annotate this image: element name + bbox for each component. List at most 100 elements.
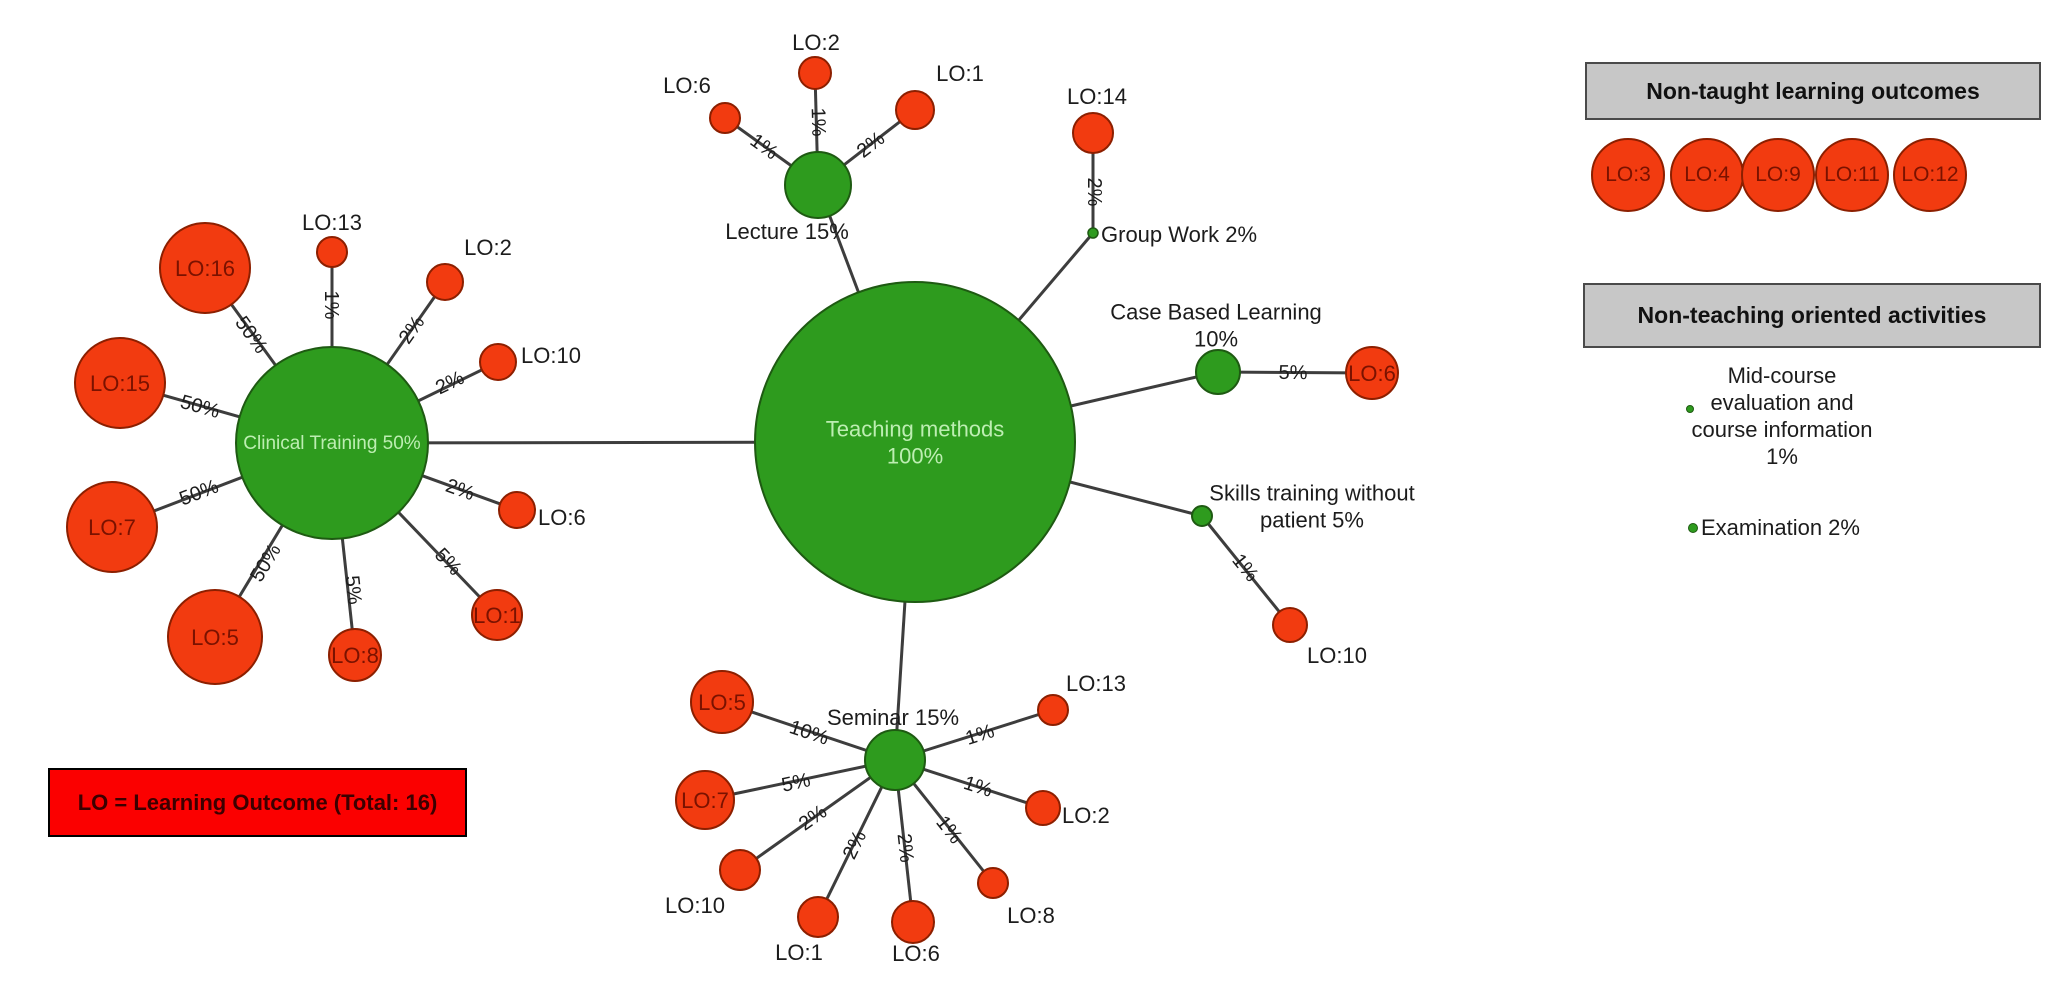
legend-activities-title: Non-teaching oriented activities xyxy=(1637,302,1987,328)
node-lec_lo6 xyxy=(709,102,741,134)
node-label-cl_lo16: LO:16 xyxy=(175,256,235,281)
node-label-cl_lo15: LO:15 xyxy=(90,371,150,396)
activity-dot-0 xyxy=(1686,405,1694,413)
node-lo14 xyxy=(1072,112,1114,154)
edge-label-lecture-lec_lo2: 1% xyxy=(807,107,830,137)
node-cl_lo16 xyxy=(159,222,251,314)
node-label-seminar: Seminar 15% xyxy=(827,705,959,730)
node-cl_lo1 xyxy=(471,589,523,641)
node-label-case_lo6: LO:6 xyxy=(1348,361,1396,386)
node-teaching xyxy=(754,281,1076,603)
node-label-lecture: Lecture 15% xyxy=(725,219,849,244)
node-label-lec_lo6: LO:6 xyxy=(663,73,711,98)
edge-label-clinical-cl_lo8: 5% xyxy=(341,574,366,605)
node-label-lo14: LO:14 xyxy=(1067,84,1127,109)
edge-label-clinical-cl_lo5: 50% xyxy=(246,540,286,586)
node-casebased xyxy=(1195,349,1241,395)
note-text: LO = Learning Outcome (Total: 16) xyxy=(77,789,438,815)
node-label-skills_lo10: LO:10 xyxy=(1307,643,1367,668)
node-cl_lo5 xyxy=(167,589,263,685)
node-label-skills: Skills training without patient 5% xyxy=(1209,480,1414,532)
node-clinical xyxy=(235,346,429,540)
node-sem_lo6 xyxy=(891,900,935,944)
edge-label-clinical-cl_lo6: 2% xyxy=(443,475,478,506)
node-lec_lo1 xyxy=(895,90,935,130)
node-label-cl_lo8: LO:8 xyxy=(331,643,379,668)
node-lec_lo2 xyxy=(798,56,832,90)
node-sem_lo7 xyxy=(675,770,735,830)
node-label-sem_lo7: LO:7 xyxy=(681,788,729,813)
legend-non-taught-box: Non-taught learning outcomes xyxy=(1585,62,2041,120)
edge-seminar-sem_lo7 xyxy=(704,758,896,802)
legend-activities-box: Non-teaching oriented activities xyxy=(1583,283,2041,348)
node-label-cl_lo6: LO:6 xyxy=(538,505,586,530)
edge-label-clinical-cl_lo13: 1% xyxy=(320,291,342,320)
node-label-lec_lo1: LO:1 xyxy=(936,61,984,86)
node-label-cl_lo13: LO:13 xyxy=(302,210,362,235)
node-label-cl_lo2: LO:2 xyxy=(464,235,512,260)
node-cl_lo2 xyxy=(426,263,464,301)
legend-outcome-lo12: LO:12 xyxy=(1893,138,1967,212)
edge-label-clinical-cl_lo7: 50% xyxy=(176,476,221,511)
edge-label-lecture-lec_lo6: 1% xyxy=(746,130,782,165)
legend-non-taught-title: Non-taught learning outcomes xyxy=(1646,77,1980,104)
node-label-sem_lo1: LO:1 xyxy=(775,940,823,965)
node-label-sem_lo8: LO:8 xyxy=(1007,903,1055,928)
node-sem_lo8 xyxy=(977,867,1009,899)
node-skills_lo10 xyxy=(1272,607,1308,643)
edge-label-seminar-sem_lo13: 1% xyxy=(963,720,997,750)
node-label-sem_lo13: LO:13 xyxy=(1066,671,1126,696)
edge-label-clinical-cl_lo10: 2% xyxy=(432,367,468,400)
node-label-groupwork: Group Work 2% xyxy=(1101,222,1257,247)
edge-label-seminar-sem_lo6: 2% xyxy=(892,832,917,863)
edge-label-seminar-sem_lo5: 10% xyxy=(787,716,832,750)
node-seminar xyxy=(864,729,926,791)
node-cl_lo15 xyxy=(74,337,166,429)
edge-skills-skills_lo10 xyxy=(1200,515,1292,626)
node-sem_lo5 xyxy=(690,670,754,734)
activity-label-0: Mid-course evaluation and course informati… xyxy=(1691,363,1873,469)
node-sem_lo10 xyxy=(719,849,761,891)
node-sem_lo13 xyxy=(1037,694,1069,726)
legend-outcome-lo3: LO:3 xyxy=(1591,138,1665,212)
legend-outcome-lo4: LO:4 xyxy=(1670,138,1744,212)
node-skills xyxy=(1191,505,1213,527)
node-label-sem_lo2: LO:2 xyxy=(1062,803,1110,828)
edge-label-casebased-case_lo6: 5% xyxy=(1278,362,1307,384)
node-label-teaching: Teaching methods 100% xyxy=(826,416,1005,468)
edge-label-clinical-cl_lo2: 2% xyxy=(395,312,430,348)
node-label-cl_lo5: LO:5 xyxy=(191,625,239,650)
node-cl_lo7 xyxy=(66,481,158,573)
node-cl_lo10 xyxy=(479,343,517,381)
node-cl_lo13 xyxy=(316,236,348,268)
edge-label-groupwork-lo14: 2% xyxy=(1083,178,1105,207)
legend-outcome-lo11: LO:11 xyxy=(1815,138,1889,212)
edge-label-clinical-cl_lo15: 50% xyxy=(178,391,223,423)
node-cl_lo6 xyxy=(498,491,536,529)
note-box: LO = Learning Outcome (Total: 16) xyxy=(48,768,467,837)
node-label-cl_lo10: LO:10 xyxy=(521,343,581,368)
node-sem_lo2 xyxy=(1025,790,1061,826)
edge-label-seminar-sem_lo7: 5% xyxy=(780,769,813,797)
node-lecture xyxy=(784,151,852,219)
node-groupwork xyxy=(1087,227,1099,239)
node-label-cl_lo7: LO:7 xyxy=(88,515,136,540)
edge-label-seminar-sem_lo10: 2% xyxy=(795,801,831,836)
node-label-lec_lo2: LO:2 xyxy=(792,30,840,55)
legend-outcome-lo9: LO:9 xyxy=(1741,138,1815,212)
edge-label-seminar-sem_lo1: 2% xyxy=(839,827,872,863)
node-label-sem_lo6: LO:6 xyxy=(892,941,940,966)
activity-label-1: Examination 2% xyxy=(1701,515,1860,540)
node-label-casebased: Case Based Learning 10% xyxy=(1110,299,1322,351)
node-label-cl_lo1: LO:1 xyxy=(473,603,521,628)
node-label-clinical: Clinical Training 50% xyxy=(243,433,421,454)
activity-dot-1 xyxy=(1688,523,1698,533)
node-label-sem_lo10: LO:10 xyxy=(665,893,725,918)
node-sem_lo1 xyxy=(797,896,839,938)
edge-label-seminar-sem_lo2: 1% xyxy=(961,772,995,802)
node-case_lo6 xyxy=(1345,346,1399,400)
node-cl_lo8 xyxy=(328,628,382,682)
node-label-sem_lo5: LO:5 xyxy=(698,690,746,715)
